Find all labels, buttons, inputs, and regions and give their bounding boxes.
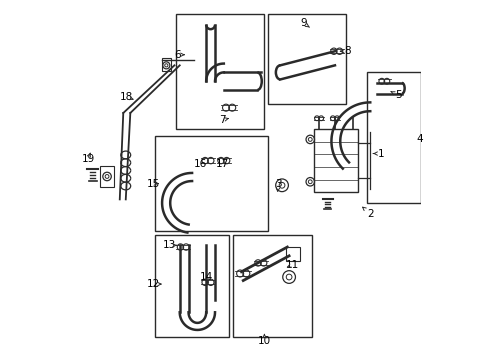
Text: 8: 8 [344, 46, 351, 56]
Text: 17: 17 [216, 159, 229, 169]
Text: 10: 10 [258, 336, 271, 346]
Bar [314, 129, 358, 192]
Bar [176, 14, 265, 129]
Text: 12: 12 [147, 279, 160, 289]
Text: 11: 11 [286, 260, 299, 270]
Text: 16: 16 [194, 159, 208, 169]
Text: 15: 15 [147, 179, 160, 189]
Text: 19: 19 [81, 154, 95, 164]
Bar [155, 235, 229, 337]
Bar [233, 235, 312, 337]
Bar [100, 166, 114, 187]
Text: 5: 5 [395, 90, 402, 100]
Text: 1: 1 [377, 149, 384, 158]
Text: 18: 18 [120, 92, 133, 102]
Text: 3: 3 [275, 179, 282, 189]
Bar [155, 136, 268, 231]
Text: 14: 14 [199, 272, 213, 282]
Text: 13: 13 [163, 240, 176, 250]
Bar [268, 14, 345, 104]
Text: 9: 9 [300, 18, 307, 28]
Bar [367, 72, 421, 203]
Text: 6: 6 [174, 50, 181, 60]
Text: 2: 2 [367, 208, 373, 219]
Bar [162, 58, 171, 71]
Bar [286, 247, 300, 261]
Text: 7: 7 [219, 115, 225, 125]
Text: 4: 4 [416, 134, 423, 144]
